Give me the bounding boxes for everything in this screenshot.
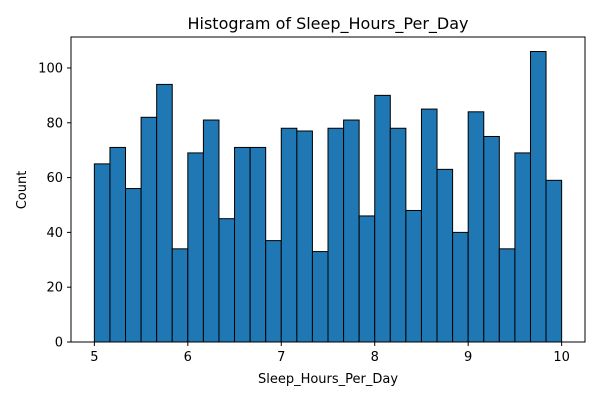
x-tick-label: 5	[90, 350, 98, 365]
histogram-bar	[187, 152, 204, 343]
x-tick-label: 8	[371, 350, 379, 365]
histogram-bar	[125, 188, 142, 343]
histogram-bar	[109, 146, 127, 343]
histogram-bar	[529, 51, 547, 343]
y-tick-label: 0	[55, 336, 63, 351]
chart-title: Histogram of Sleep_Hours_Per_Day	[187, 14, 468, 34]
y-tick-label: 60	[46, 171, 63, 186]
y-axis-ticks: 0 20 40 60 80 100	[38, 61, 71, 351]
histogram-bar	[93, 163, 111, 343]
histogram-bar	[389, 127, 407, 343]
x-axis-label: Sleep_Hours_Per_Day	[258, 372, 398, 387]
histogram-bar	[218, 218, 236, 343]
histogram-bar	[327, 127, 345, 343]
histogram-bar	[483, 135, 500, 343]
histogram-bar	[405, 209, 422, 343]
histogram-bar	[140, 116, 158, 343]
histogram-bar	[467, 111, 485, 343]
histogram-bar	[249, 146, 267, 343]
histogram-bar	[156, 83, 173, 343]
bars-group	[93, 51, 563, 343]
y-tick-label: 40	[46, 226, 63, 241]
x-tick-label: 9	[464, 350, 472, 365]
x-tick-label: 10	[553, 350, 570, 365]
histogram-bar	[343, 119, 360, 343]
histogram-bar	[171, 248, 189, 343]
y-axis-label: Count	[15, 171, 30, 210]
histogram-bar	[452, 231, 469, 343]
histogram-bar	[545, 179, 563, 343]
histogram-bar	[202, 119, 220, 343]
histogram-bar	[420, 108, 438, 343]
y-tick-label: 80	[46, 116, 63, 131]
histogram-bar	[374, 94, 391, 343]
x-tick-label: 7	[277, 350, 285, 365]
histogram-bar	[436, 168, 454, 343]
histogram-bar	[311, 251, 329, 343]
x-axis-ticks: 5 6 7 8 9 10	[90, 342, 570, 365]
histogram-bar	[296, 130, 313, 343]
histogram-bar	[234, 146, 251, 343]
histogram-bar	[514, 152, 531, 343]
histogram-bar	[280, 127, 298, 343]
histogram-bar	[358, 215, 376, 343]
histogram-bar	[265, 240, 282, 343]
histogram-bar	[498, 248, 516, 343]
x-tick-label: 6	[184, 350, 192, 365]
y-tick-label: 20	[46, 281, 63, 296]
plot-frame	[70, 36, 586, 343]
y-tick-label: 100	[38, 61, 63, 76]
